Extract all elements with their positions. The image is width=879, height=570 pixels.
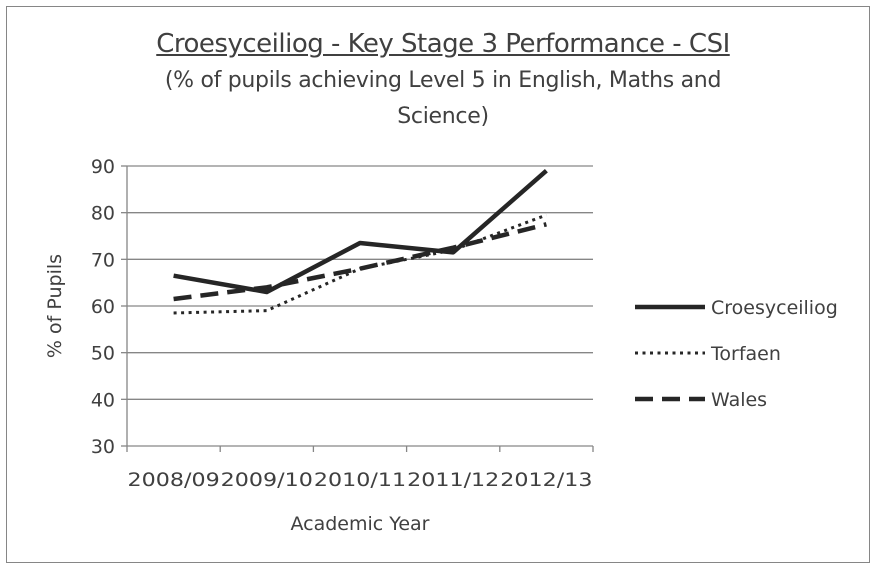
y-tick-label: 40 (91, 389, 115, 411)
x-axis-title: Academic Year (290, 513, 429, 535)
x-tick-label: 2012/13 (500, 469, 592, 491)
series-line-torfaen (173, 213, 547, 315)
y-tick-labels: 30 40 50 60 70 80 90 (91, 156, 115, 458)
legend-label-wales: Wales (711, 389, 767, 411)
chart-subtitle-line-1: (% of pupils achieving Level 5 in Englis… (164, 68, 722, 93)
y-tick-label: 90 (91, 156, 115, 178)
y-tick-label: 80 (91, 203, 115, 225)
series-line-croesyceiliog (173, 168, 548, 295)
y-tick-label: 70 (91, 249, 115, 271)
legend: Croesyceiliog Torfaen Wales (635, 297, 838, 411)
series-lines (173, 168, 548, 315)
x-tick-label: 2010/11 (314, 469, 406, 491)
legend-label-croesyceiliog: Croesyceiliog (711, 297, 838, 319)
x-tick-label: 2008/09 (128, 469, 220, 491)
y-tick-label: 50 (91, 343, 115, 365)
legend-label-torfaen: Torfaen (710, 343, 781, 365)
y-axis-title: % of Pupils (44, 254, 66, 358)
series-line-wales (173, 222, 547, 302)
gridlines (127, 165, 593, 400)
x-tick-label: 2011/12 (407, 469, 499, 491)
chart-frame (6, 6, 870, 563)
chart-subtitle-line-2: Science) (397, 104, 489, 129)
y-tick-label: 60 (91, 296, 115, 318)
axes (121, 165, 594, 452)
y-tick-label: 30 (91, 436, 115, 458)
x-tick-labels: 2008/09 2009/10 2010/11 2011/12 2012/13 (128, 469, 593, 491)
x-tick-label: 2009/10 (221, 469, 313, 491)
chart-title: Croesyceiliog - Key Stage 3 Performance … (156, 29, 730, 59)
chart-title-block: Croesyceiliog - Key Stage 3 Performance … (128, 26, 758, 134)
